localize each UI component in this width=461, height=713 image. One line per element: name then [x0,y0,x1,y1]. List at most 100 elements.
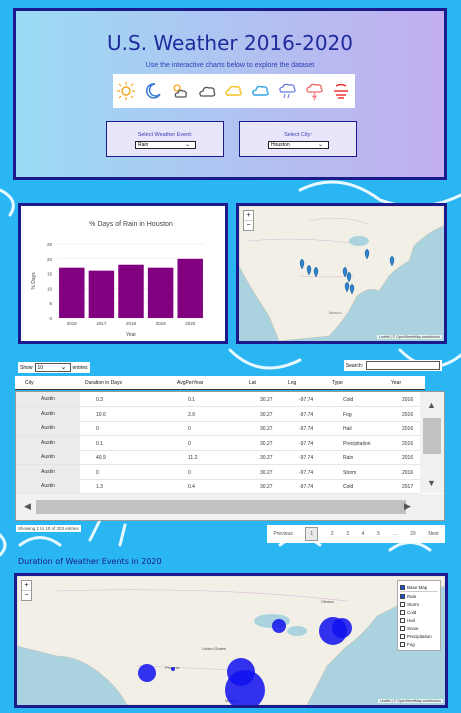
column-header-city[interactable]: City [25,380,34,386]
table-cell: 30.27 [260,411,273,418]
table-row[interactable]: Austin 1.3 0.4 30.27 -97.74 Cold 2017 [16,479,421,494]
table-cell: Fog [343,411,352,418]
zoom-out-button[interactable]: − [24,592,29,599]
scrollbar-thumb[interactable] [423,418,441,454]
column-header-type[interactable]: Type [332,380,343,386]
rain-bubble [272,619,286,633]
city-marker-map[interactable]: + − Mexico Leaflet | © OpenStreetMap con… [236,203,447,344]
map-marker-icon [313,266,319,278]
table-row[interactable]: Austin 40.9 11.2 30.27 -97.74 Rain 2016 [16,450,421,465]
pagination-page-29[interactable]: 29 [410,531,416,537]
pagination-page-5[interactable]: 5 [377,531,380,537]
horizontal-scrollbar[interactable]: ◀ ▶ [16,494,444,520]
table-cell: 0.3 [96,397,103,403]
zoom-in-button[interactable]: + [22,581,31,591]
rain-bubble [171,667,175,671]
table-cell: -97.74 [299,455,314,461]
column-header-duration[interactable]: Duration in Days [85,380,122,386]
bar [59,267,85,318]
layer-toggle[interactable]: Hail [400,616,438,624]
layer-toggle[interactable]: Rain [400,591,438,600]
scroll-left-icon[interactable]: ◀ [24,501,31,511]
header-banner: U.S. Weather 2016-2020 Use the interacti… [13,8,447,180]
layer-label: Hail [407,617,415,623]
scroll-down-icon[interactable]: ▼ [427,478,436,488]
pagination-page-3[interactable]: 3 [346,531,350,537]
pagination-page-2[interactable]: 2 [330,531,334,537]
table-cell: 30.27 [260,455,273,461]
layer-toggle[interactable]: Snow [400,624,438,632]
checkbox-icon[interactable] [400,593,405,599]
search-input[interactable] [366,361,440,370]
map-attribution[interactable]: Leaflet | © OpenStreetMap contributors [378,699,443,703]
partly-cloudy-icon [173,84,188,98]
scrollbar-thumb[interactable] [36,500,406,514]
checkbox-icon[interactable] [400,641,405,647]
column-header-lng[interactable]: Lng [288,380,297,386]
zoom-out-button[interactable]: − [246,222,251,229]
cloud-icon [225,85,242,96]
table-row[interactable]: Austin 10.6 2.9 30.27 -97.74 Fog 2016 [16,406,421,422]
zoom-in-button[interactable]: + [244,211,253,221]
pagination-page-1[interactable]: 1 [305,527,319,541]
checkbox-icon[interactable] [400,584,405,590]
table-cell: 10.6 [96,411,106,418]
checkbox-icon[interactable] [400,609,405,615]
map-marker-icon [299,258,305,270]
layer-toggle[interactable]: Storm [400,600,438,608]
pagination-ellipsis: … [392,531,398,537]
column-header-lat[interactable]: Lat [249,380,256,386]
layer-toggle[interactable]: Cold [400,608,438,616]
table-cell: 2016 [402,397,414,403]
map-land [239,206,444,341]
table-cell: 30.27 [260,469,273,476]
checkbox-icon[interactable] [400,625,405,631]
pagination-page-4[interactable]: 4 [361,531,365,537]
y-tick-label: 20 [47,257,53,262]
weather-event-select-box: Select Weather Event: Rain ⌄ [106,121,224,157]
checkbox-icon[interactable] [400,617,405,623]
weather-event-select[interactable]: Rain ⌄ [135,141,196,149]
search-label: Search: [345,362,363,369]
table-cell: 0.1 [96,440,103,447]
bar [118,264,144,318]
column-header-year[interactable]: Year [391,380,402,386]
table-cell: 11.2 [188,455,198,461]
scroll-up-icon[interactable]: ▲ [427,400,436,410]
table-row[interactable]: Austin 0.3 0.1 30.27 -97.74 Cold 2016 [16,392,421,407]
table-row[interactable]: Austin 0 0 30.27 -97.74 Storm 2016 [16,464,421,480]
table-body: Austin 0.3 0.1 30.27 -97.74 Cold 2016 Austin 10.… [15,391,445,521]
vertical-scrollbar[interactable]: ▲ ▼ [420,392,444,493]
scroll-right-icon[interactable]: ▶ [404,501,411,511]
table-cell: 0.1 [188,397,195,403]
map-marker-icon [346,271,352,283]
duration-bubble-map[interactable]: + − United States Mexico Ottawa Phoenix … [14,573,448,708]
rain-bubble [332,618,352,638]
checkbox-icon[interactable] [400,633,405,639]
layer-label: Rain [407,593,417,599]
city-select[interactable]: Houston ⌄ [268,141,329,149]
pagination-next[interactable]: Next [428,531,439,537]
sun-icon [117,82,136,100]
map-marker-icon [364,248,370,260]
entries-select[interactable]: 10 ⌄ [34,363,71,372]
table-cell: Storm [343,469,357,476]
column-header-avgperyear[interactable]: AvgPerYear [177,380,204,386]
layer-toggle[interactable]: Base Map [400,583,438,591]
layer-toggle[interactable]: Fog [400,640,438,648]
bar [177,258,203,318]
map-attribution[interactable]: Leaflet | © OpenStreetMap contributors [377,335,442,339]
table-cell: 1.3 [96,484,103,490]
table-row[interactable]: Austin 0 0 30.27 -97.74 Hail 2016 [16,421,421,436]
chevron-down-icon: ⌄ [184,142,190,148]
rain-cloud-icon [278,83,296,99]
pagination-previous[interactable]: Previous [273,531,293,537]
table-cell: Austin [16,450,80,464]
table-cell: -97.74 [299,411,314,418]
layer-toggle[interactable]: Precipitation [400,632,438,640]
table-row[interactable]: Austin 0.1 0 30.27 -97.74 Precipitation 2016 [16,435,421,451]
map-zoom-control: + − [21,580,32,601]
checkbox-icon[interactable] [400,601,405,607]
layer-label: Storm [407,601,420,607]
table-cell: 0 [96,469,99,476]
